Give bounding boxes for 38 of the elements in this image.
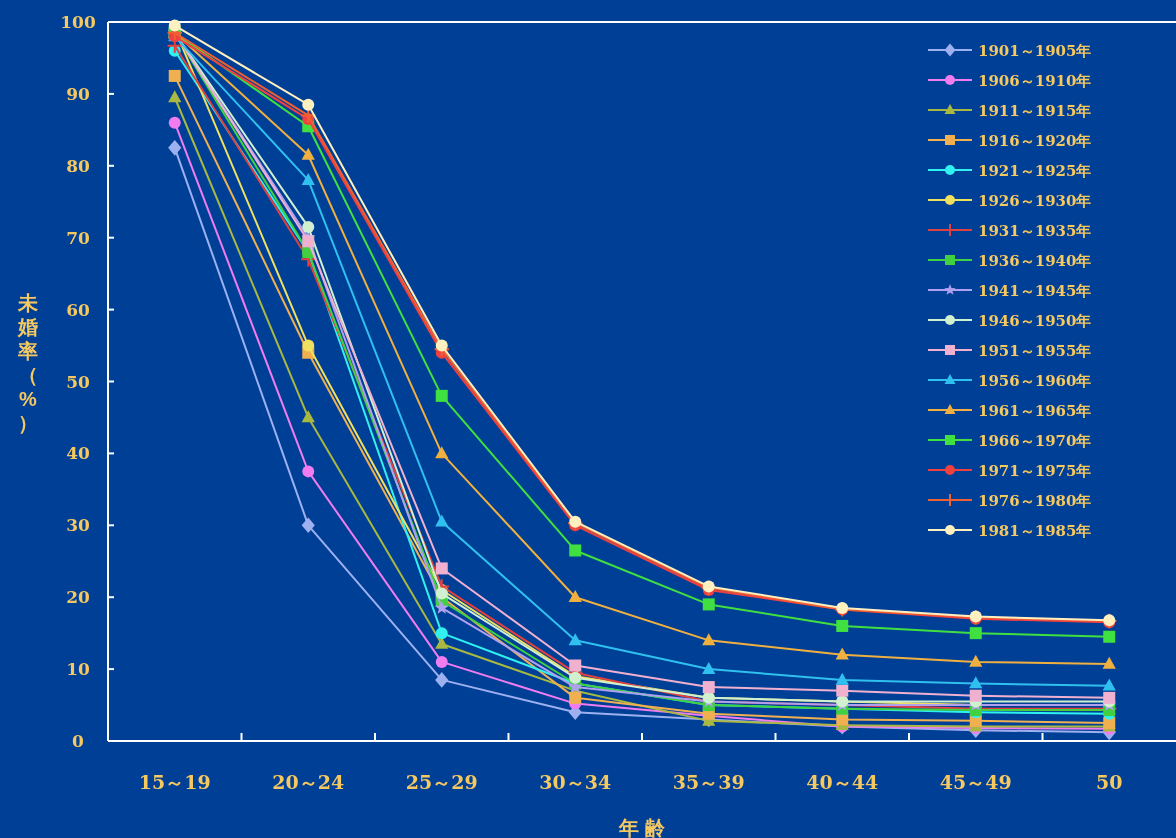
y-tick-label: 40 (66, 443, 90, 464)
x-tick-label: 45～49 (939, 771, 1012, 793)
x-tick-label: 25～29 (405, 771, 478, 793)
x-tick-label: 35～39 (672, 771, 745, 793)
y-tick-label: 100 (60, 12, 96, 32)
x-tick-label: 40～44 (806, 771, 879, 793)
y-tick-label: 70 (66, 227, 90, 248)
legend-label: 1981～1985年 (978, 522, 1092, 540)
legend-label: 1951～1955年 (978, 342, 1092, 360)
x-tick-label: 30～34 (539, 771, 612, 793)
y-tick-label: 90 (66, 83, 90, 104)
legend-label: 1931～1935年 (978, 222, 1092, 240)
x-tick-label: 50 (1096, 771, 1123, 793)
legend-label: 1971～1975年 (978, 462, 1092, 480)
legend-label: 1976～1980年 (978, 492, 1092, 510)
legend-label: 1961～1965年 (978, 402, 1092, 420)
legend-label: 1936～1940年 (978, 252, 1092, 270)
legend-label: 1941～1945年 (978, 282, 1092, 300)
legend-label: 1921～1925年 (978, 162, 1092, 180)
x-axis-title: 年 齢 (618, 817, 666, 838)
y-axis-title: 未婚率（%） (17, 292, 38, 434)
x-tick-label: 15～19 (138, 771, 211, 793)
y-tick-label: 10 (66, 659, 90, 680)
x-tick-label: 20～24 (272, 771, 345, 793)
y-tick-label: 80 (66, 155, 90, 176)
legend-label: 1911～1915年 (978, 102, 1092, 120)
y-tick-label: 0 (72, 731, 85, 751)
legend-label: 1916～1920年 (978, 132, 1092, 150)
legend-label: 1966～1970年 (978, 432, 1092, 450)
legend-label: 1946～1950年 (978, 312, 1092, 330)
y-tick-label: 50 (66, 371, 90, 392)
y-tick-label: 20 (66, 587, 90, 608)
legend-label: 1901～1905年 (978, 42, 1092, 60)
legend-label: 1906～1910年 (978, 72, 1092, 90)
y-tick-label: 30 (66, 515, 90, 536)
legend-label: 1956～1960年 (978, 372, 1092, 390)
y-tick-label: 60 (66, 299, 90, 320)
legend-label: 1926～1930年 (978, 192, 1092, 210)
